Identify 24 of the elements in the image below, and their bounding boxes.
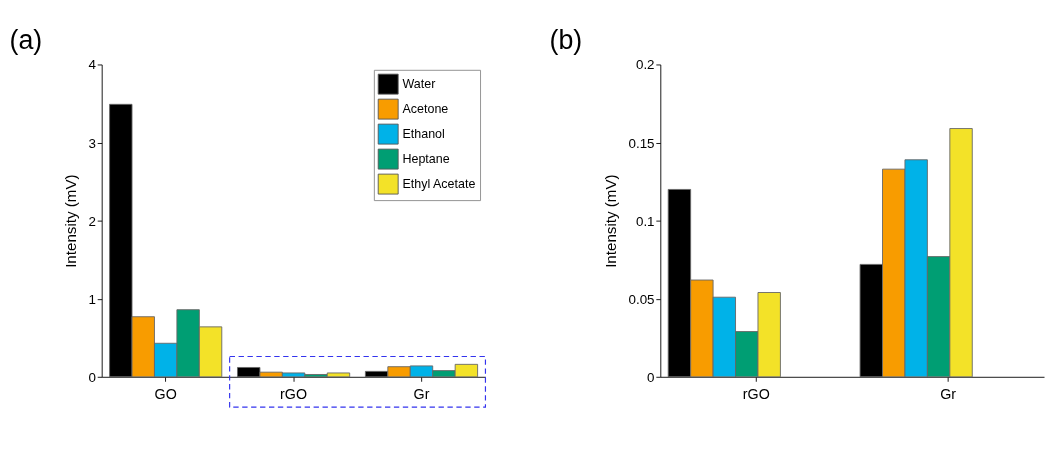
chart-title: (a) [9, 25, 43, 56]
legend-label: Heptane [402, 151, 450, 166]
chart-title: (b) [549, 25, 583, 56]
y-tick-label: 3 [88, 135, 96, 151]
legend-label: Acetone [402, 101, 449, 116]
y-tick-label: 0.05 [628, 291, 655, 307]
legend-label: Ethanol [402, 126, 445, 141]
y-tick-label: 0 [88, 369, 96, 385]
x-tick-label: rGO [742, 385, 770, 402]
legend-label: Water [402, 76, 436, 91]
x-tick-label: Gr [940, 385, 957, 402]
x-tick-label: Gr [413, 385, 430, 402]
y-tick-label: 0.1 [635, 213, 655, 229]
legend-label: Ethyl Acetate [402, 176, 476, 191]
y-tick-label: 4 [88, 57, 97, 73]
y-axis-title: Intensity (mV) [602, 174, 620, 268]
x-tick-label: GO [154, 385, 177, 402]
y-tick-label: 0.2 [635, 57, 655, 73]
y-axis-title: Intensity (mV) [61, 174, 79, 268]
y-tick-label: 0.15 [628, 135, 655, 151]
y-tick-label: 0 [647, 369, 655, 385]
y-tick-label: 2 [88, 213, 96, 229]
y-tick-label: 1 [88, 291, 96, 307]
x-tick-label: rGO [280, 385, 308, 402]
